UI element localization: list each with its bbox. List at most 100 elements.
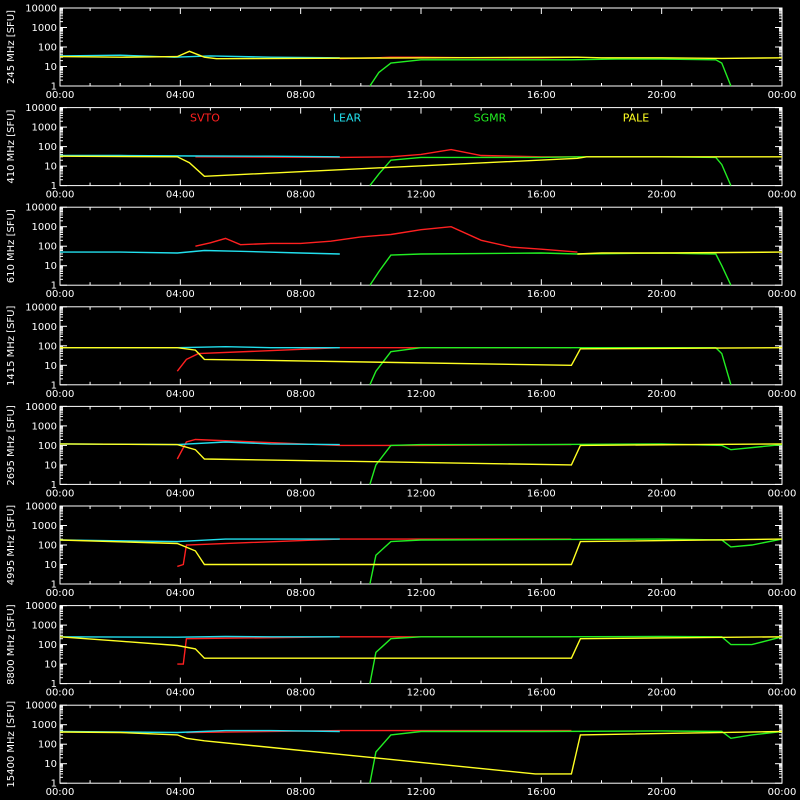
- y-tick-label: 10000: [25, 103, 57, 114]
- series-line-lear: [59, 538, 340, 543]
- x-tick-label: 16:00: [527, 588, 556, 599]
- y-tick-label: 100: [38, 441, 57, 452]
- panel-frame: [59, 306, 783, 386]
- y-tick-label: 100: [38, 341, 57, 352]
- y-tick-label: 10: [44, 460, 57, 471]
- y-tick-label: 10: [44, 261, 57, 272]
- y-tick-label: 1000: [32, 123, 57, 134]
- y-axis-title: 245 MHz [SFU]: [6, 10, 17, 84]
- y-axis-title: 2695 MHz [SFU]: [6, 405, 17, 486]
- y-tick-label: 100: [38, 541, 57, 552]
- panel-frame: [59, 107, 783, 187]
- x-tick-label: 00:00: [46, 389, 75, 400]
- y-tick-label: 10000: [25, 701, 57, 712]
- series-line-sgmr: [369, 730, 783, 784]
- x-tick-label: 00:00: [46, 588, 75, 599]
- series-line-pale: [577, 251, 783, 255]
- x-tick-label: 04:00: [166, 787, 195, 798]
- y-tick-label: 10: [44, 759, 57, 770]
- x-tick-label: 12:00: [407, 90, 436, 101]
- x-tick-label: 20:00: [647, 90, 676, 101]
- y-tick-label: 1: [51, 380, 57, 391]
- x-tick-label: 20:00: [647, 787, 676, 798]
- y-axis-title: 1415 MHz [SFU]: [6, 305, 17, 386]
- x-tick-label: 00:00: [46, 488, 75, 499]
- y-tick-label: 1: [51, 580, 57, 591]
- y-tick-label: 10000: [25, 402, 57, 413]
- x-tick-label: 20:00: [647, 190, 676, 201]
- series-line-lear: [60, 154, 340, 158]
- series-line-svto: [177, 538, 572, 568]
- x-tick-label: 12:00: [407, 389, 436, 400]
- y-axis-title: 4995 MHz [SFU]: [6, 505, 17, 586]
- y-tick-label: 1: [51, 82, 57, 93]
- series-line-pale: [60, 347, 783, 367]
- x-tick-label: 00:00: [768, 90, 797, 101]
- series-line-pale: [59, 636, 783, 659]
- series-line-sgmr: [369, 156, 732, 187]
- x-tick-label: 16:00: [527, 488, 556, 499]
- x-tick-label: 20:00: [647, 488, 676, 499]
- x-tick-label: 16:00: [527, 190, 556, 201]
- x-tick-label: 12:00: [407, 190, 436, 201]
- panel-frame: [59, 206, 783, 286]
- series-line-sgmr: [369, 252, 732, 286]
- series-line-svto: [195, 225, 578, 253]
- y-tick-label: 1: [51, 281, 57, 292]
- series-line-lear: [59, 54, 340, 59]
- x-tick-label: 08:00: [286, 190, 315, 201]
- x-tick-label: 00:00: [768, 389, 797, 400]
- x-tick-label: 00:00: [46, 787, 75, 798]
- series-line-sgmr: [369, 443, 783, 485]
- x-tick-label: 16:00: [527, 289, 556, 300]
- series-line-sgmr: [369, 58, 732, 87]
- y-tick-label: 1000: [32, 222, 57, 233]
- x-tick-label: 12:00: [407, 688, 436, 699]
- y-axis-title: 610 MHz [SFU]: [6, 209, 17, 283]
- x-tick-label: 04:00: [166, 488, 195, 499]
- x-tick-label: 00:00: [46, 90, 75, 101]
- series-line-sgmr: [369, 635, 783, 684]
- x-tick-label: 16:00: [527, 688, 556, 699]
- x-tick-label: 04:00: [166, 588, 195, 599]
- x-tick-label: 20:00: [647, 588, 676, 599]
- legend-lear: LEAR: [333, 112, 362, 125]
- x-tick-label: 00:00: [768, 190, 797, 201]
- y-axis-title: 15400 MHz [SFU]: [6, 701, 17, 788]
- y-axis-title: 410 MHz [SFU]: [6, 109, 17, 183]
- y-tick-label: 1000: [32, 521, 57, 532]
- x-tick-label: 20:00: [647, 389, 676, 400]
- x-tick-label: 16:00: [527, 389, 556, 400]
- x-tick-label: 00:00: [46, 190, 75, 201]
- series-line-pale: [59, 50, 783, 60]
- x-tick-label: 08:00: [286, 289, 315, 300]
- series-line-svto: [195, 148, 578, 159]
- x-tick-label: 08:00: [286, 389, 315, 400]
- x-tick-label: 16:00: [527, 787, 556, 798]
- y-tick-label: 1: [51, 181, 57, 192]
- x-tick-label: 04:00: [166, 190, 195, 201]
- x-tick-label: 08:00: [286, 787, 315, 798]
- x-tick-label: 00:00: [46, 688, 75, 699]
- y-tick-label: 1: [51, 679, 57, 690]
- panel-frame: [59, 704, 783, 784]
- y-tick-label: 1000: [32, 322, 57, 333]
- y-tick-label: 1000: [32, 23, 57, 34]
- y-tick-label: 1000: [32, 621, 57, 632]
- y-axis-title: 8800 MHz [SFU]: [6, 604, 17, 685]
- x-tick-label: 04:00: [166, 389, 195, 400]
- y-tick-label: 10: [44, 660, 57, 671]
- y-tick-label: 10: [44, 162, 57, 173]
- series-line-sgmr: [369, 538, 783, 585]
- x-tick-label: 04:00: [166, 289, 195, 300]
- y-tick-label: 10: [44, 62, 57, 73]
- x-tick-label: 12:00: [407, 787, 436, 798]
- x-tick-label: 12:00: [407, 289, 436, 300]
- x-tick-label: 04:00: [166, 90, 195, 101]
- x-tick-label: 00:00: [46, 289, 75, 300]
- x-tick-label: 12:00: [407, 588, 436, 599]
